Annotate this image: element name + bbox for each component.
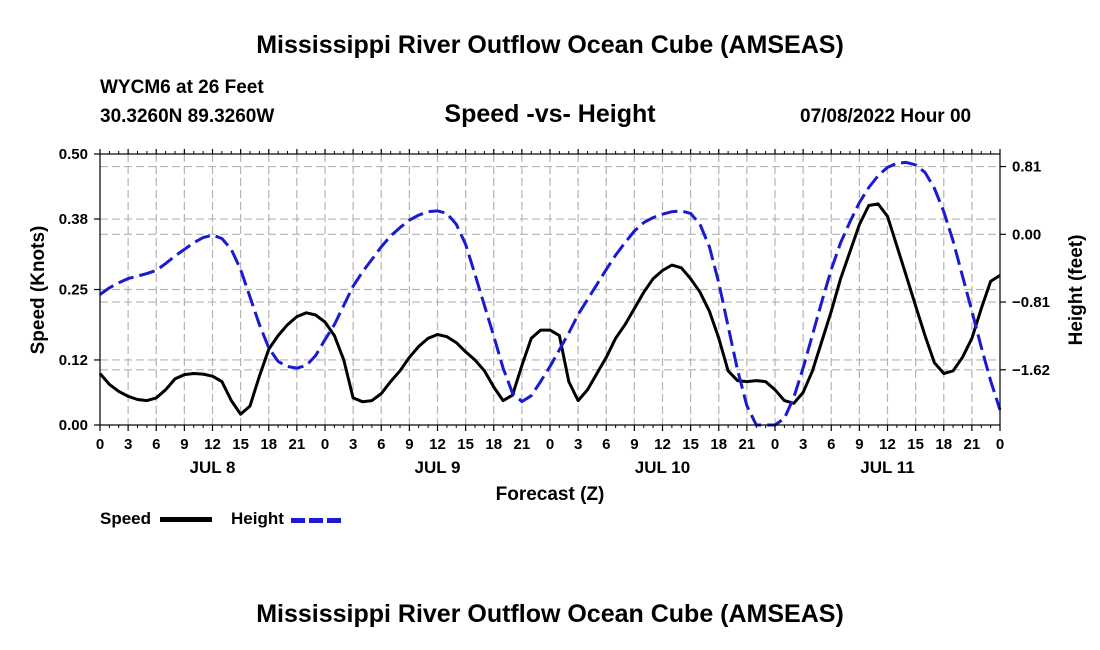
x-tick-label: 12: [654, 436, 671, 453]
x-tick-label: 6: [602, 436, 610, 453]
y-left-tick-label: 0.12: [59, 352, 88, 369]
y-left-tick-label: 0.50: [59, 146, 88, 163]
y-right-tick-label: 0.81: [1012, 159, 1041, 176]
y-axis-left-label: Speed (Knots): [28, 226, 49, 355]
coordinates-label: 30.3260N 89.3260W: [100, 106, 275, 127]
x-tick-label: 0: [546, 436, 554, 453]
x-tick-label: 18: [485, 436, 502, 453]
x-tick-label: 12: [204, 436, 221, 453]
x-tick-label: 9: [630, 436, 638, 453]
x-tick-label: 9: [180, 436, 188, 453]
x-tick-label: 15: [232, 436, 249, 453]
x-day-label: JUL 8: [190, 458, 236, 477]
y-right-tick-label: 0.00: [1012, 226, 1041, 243]
x-tick-label: 9: [855, 436, 863, 453]
x-tick-label: 6: [377, 436, 385, 453]
x-tick-label: 3: [574, 436, 582, 453]
chart-main-title: Mississippi River Outflow Ocean Cube (AM…: [256, 31, 844, 59]
x-tick-label: 21: [739, 436, 756, 453]
x-tick-label: 15: [907, 436, 924, 453]
legend-height-label: Height: [231, 509, 284, 528]
x-tick-label: 6: [827, 436, 835, 453]
x-tick-label: 18: [710, 436, 727, 453]
x-tick-label: 12: [429, 436, 446, 453]
x-tick-label: 0: [996, 436, 1004, 453]
x-tick-label: 3: [349, 436, 357, 453]
legend-speed-swatch: [160, 517, 212, 522]
x-tick-label: 3: [124, 436, 132, 453]
chart-subtitle: Speed -vs- Height: [444, 100, 656, 128]
height-series-line: [99, 160, 1002, 427]
forecast-datetime: 07/08/2022 Hour 00: [800, 106, 972, 127]
grid: [100, 154, 1000, 425]
x-tick-label: 15: [682, 436, 699, 453]
x-day-label: JUL 10: [635, 458, 690, 477]
series-layer: [98, 160, 1002, 427]
speed-series-line: [98, 202, 1001, 416]
x-tick-label: 0: [771, 436, 779, 453]
x-axis-label: Forecast (Z): [496, 484, 605, 505]
legend-height-swatch: [291, 518, 343, 523]
x-day-label: JUL 11: [860, 458, 915, 477]
y-left-tick-label: 0.25: [59, 282, 88, 299]
x-tick-label: 0: [321, 436, 329, 453]
x-day-label: JUL 9: [415, 458, 461, 477]
chart-bottom-title: Mississippi River Outflow Ocean Cube (AM…: [256, 600, 844, 628]
x-tick-label: 21: [289, 436, 306, 453]
legend-speed-label: Speed: [100, 509, 152, 528]
y-right-tick-label: −1.62: [1012, 362, 1050, 379]
station-label: WYCM6 at 26 Feet: [100, 77, 264, 98]
x-tick-label: 15: [457, 436, 474, 453]
axes: 0 3 6 9 12 15 18 21 0 3 6 9 12 15 18 21 0 3 6 9 12 15 18 21 0 3 6 9…: [59, 146, 1050, 477]
x-tick-label: 21: [514, 436, 531, 453]
x-tick-label: 12: [879, 436, 896, 453]
y-left-tick-label: 0.00: [59, 417, 88, 434]
x-tick-label: 3: [799, 436, 807, 453]
y-right-tick-label: −0.81: [1012, 294, 1050, 311]
x-tick-label: 18: [260, 436, 277, 453]
x-tick-label: 18: [935, 436, 952, 453]
y-axis-right-label: Height (feet): [1066, 235, 1087, 346]
x-tick-label: 6: [152, 436, 160, 453]
x-tick-label: 0: [96, 436, 104, 453]
x-tick-label: 9: [405, 436, 413, 453]
x-tick-label: 21: [964, 436, 981, 453]
y-left-tick-label: 0.38: [59, 211, 88, 228]
